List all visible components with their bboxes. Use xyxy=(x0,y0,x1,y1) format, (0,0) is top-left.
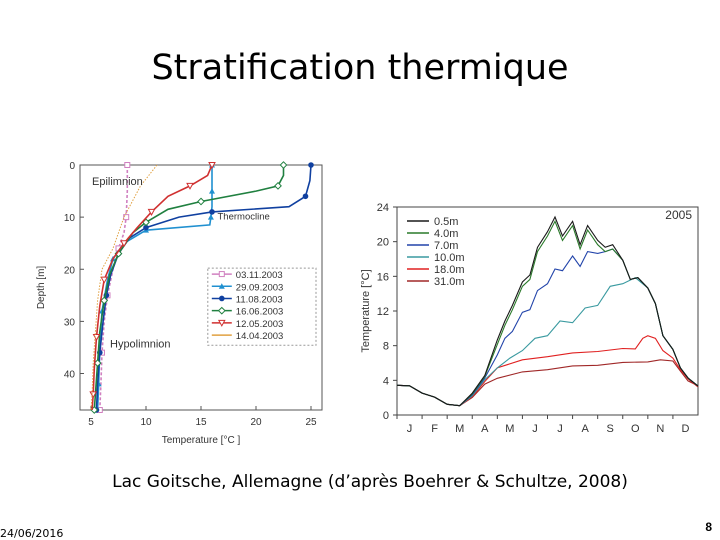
series-marker xyxy=(279,161,288,169)
series-marker xyxy=(207,214,214,220)
series-marker xyxy=(147,208,156,216)
y-tick-label: 0 xyxy=(383,410,389,422)
legend-label: 16.06.2003 xyxy=(236,307,284,318)
legend-label: 4.0m xyxy=(434,228,458,240)
y-tick-label: 8 xyxy=(383,341,389,353)
y-tick-label: 12 xyxy=(377,306,389,318)
annotation-hypolimnion: Hypolimnion xyxy=(110,338,171,350)
x-tick-label: O xyxy=(631,423,640,435)
y-tick-label: 4 xyxy=(383,375,389,387)
series-marker xyxy=(219,295,225,302)
y-tick-label: 20 xyxy=(64,265,76,276)
depth-profile-figure: 5 10 15 20 25 0 10 20 30 40 Temperature [°C ] Depth… xyxy=(30,155,330,455)
legend-label: 0.5m xyxy=(434,216,458,228)
series-marker xyxy=(186,182,194,190)
x-tick-label: A xyxy=(481,423,489,435)
series-marker xyxy=(208,162,216,170)
legend-label: 10.0m xyxy=(434,252,465,264)
x-tick-label: F xyxy=(431,423,438,435)
x-axis-label: Temperature [°C ] xyxy=(162,435,241,446)
x-tick-label: J xyxy=(532,423,538,435)
x-tick-label: 20 xyxy=(250,417,262,428)
series-marker xyxy=(217,319,226,327)
y-tick-label: 10 xyxy=(64,213,76,224)
annotation-epilimnion: Epilimnion xyxy=(92,176,143,188)
series-marker xyxy=(209,209,215,215)
x-tick-label: M xyxy=(455,423,464,435)
series-marker xyxy=(217,306,226,315)
series-marker xyxy=(274,181,282,190)
series-14.04.2003 xyxy=(90,164,158,411)
legend-label: 7.0m xyxy=(434,240,458,252)
legend-label: 14.04.2003 xyxy=(236,331,284,342)
x-tick-label: 10 xyxy=(140,417,152,428)
series-line xyxy=(91,164,213,411)
legend-label: 18.0m xyxy=(434,264,465,276)
legend-label: 31.0m xyxy=(434,276,465,288)
series-line-0.5m xyxy=(396,215,699,407)
y-tick-label: 20 xyxy=(377,237,389,249)
series-marker xyxy=(120,240,128,248)
series-marker xyxy=(124,162,131,168)
y-tick-label: 30 xyxy=(64,317,76,328)
x-tick-label: 5 xyxy=(88,417,94,428)
series-marker xyxy=(209,188,215,194)
chart-title: 2005 xyxy=(665,208,692,222)
series-line xyxy=(96,165,213,411)
slide-date: 24/06/2016 xyxy=(0,527,64,540)
slide-title: Stratification thermique xyxy=(151,48,569,88)
series-line xyxy=(90,164,158,411)
figure-caption: Lac Goitsche, Allemagne (d’après Boehrer… xyxy=(112,472,628,492)
x-tick-label: M xyxy=(505,423,514,435)
x-tick-label: S xyxy=(607,423,614,435)
series-marker xyxy=(197,197,205,206)
y-tick-label: 40 xyxy=(64,370,76,381)
x-tick-label: N xyxy=(656,423,664,435)
series-marker xyxy=(308,162,314,168)
series-marker xyxy=(218,283,225,289)
legend-box xyxy=(207,267,317,346)
x-tick-label: J xyxy=(557,423,563,435)
series-marker xyxy=(100,276,109,284)
temperature-timeseries-chart: 0 4 8 12 16 20 24 J F M A M J J A S O N D Temperature [°C] 2… xyxy=(360,202,699,435)
temperature-timeseries-figure: 0 4 8 12 16 20 24 J F M A M J J A S O N D Temperature [°C] 2… xyxy=(355,195,705,440)
x-tick-label: D xyxy=(681,423,689,435)
x-tick-label: 25 xyxy=(305,417,317,428)
legend-label: 11.08.2003 xyxy=(236,294,283,305)
legend-label: 12.05.2003 xyxy=(236,319,284,330)
legend-label: 29.09.2003 xyxy=(236,282,284,293)
series-marker xyxy=(100,296,109,305)
y-tick-label: 0 xyxy=(69,161,75,172)
depth-profile-chart: 5 10 15 20 25 0 10 20 30 40 Temperature [°C ] Depth… xyxy=(36,161,323,446)
x-tick-label: J xyxy=(407,423,413,435)
y-axis-label: Temperature [°C] xyxy=(360,269,372,352)
series-marker xyxy=(302,193,309,200)
plot-frame xyxy=(396,206,699,416)
y-axis-label: Depth [m] xyxy=(36,266,47,310)
page-number: 8 xyxy=(705,520,712,534)
x-tick-label: 15 xyxy=(195,417,207,428)
x-tick-label: A xyxy=(581,423,589,435)
annotation-thermocline: Thermocline xyxy=(218,212,270,223)
y-tick-label: 16 xyxy=(377,271,389,283)
y-tick-label: 24 xyxy=(377,202,389,214)
series-marker xyxy=(218,271,225,278)
legend-label: 03.11.2003 xyxy=(236,270,283,281)
series-marker xyxy=(123,214,130,221)
series-marker xyxy=(143,224,149,231)
